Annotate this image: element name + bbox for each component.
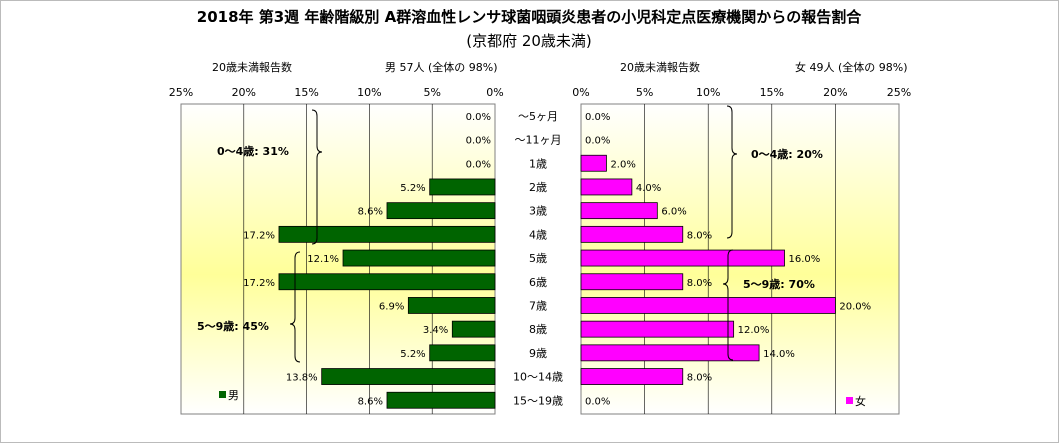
female-data-label: 6.0%	[661, 207, 686, 218]
male-bars: 0.0% 0.0% 0.0% 5.2% 8.6% 17.2% 12.1% 17.2% 6.9% 3…	[243, 112, 496, 409]
male-data-label: 0.0%	[466, 159, 491, 170]
male-data-label: 5.2%	[400, 349, 425, 360]
female-bar	[580, 178, 633, 196]
male-tick-label: 20%	[232, 86, 256, 99]
female-tick-label: 25%	[887, 86, 911, 99]
female-data-label: 12.0%	[738, 325, 770, 336]
male-annotation-5-9: 5～9歳: 45%	[197, 319, 269, 333]
female-data-label: 0.0%	[585, 396, 610, 407]
female-bar	[580, 249, 785, 267]
chart-subtitle: (京都府 20歳未満)	[466, 32, 592, 50]
male-data-label: 6.9%	[379, 301, 404, 312]
male-header-total: 男 57人 (全体の 98%)	[385, 60, 498, 74]
male-bar	[342, 249, 496, 267]
female-annotation-0-4: 0～4歳: 20%	[751, 147, 823, 161]
male-tick-label: 25%	[169, 86, 193, 99]
age-category-label: 1歳	[529, 157, 547, 170]
age-category-label: 6歳	[529, 276, 547, 289]
male-tick-label: 0%	[486, 86, 503, 99]
age-category-label: 8歳	[529, 323, 547, 336]
female-data-label: 20.0%	[839, 301, 871, 312]
age-category-labels: ～5ヶ月 ～11ヶ月 1歳 2歳 3歳 4歳 5歳 6歳 7歳 8歳 9歳 10～14歳 15～19歳	[513, 110, 563, 407]
age-category-label: 10～14歳	[513, 371, 563, 384]
female-tick-label: 5%	[636, 86, 653, 99]
male-bar	[386, 202, 496, 220]
male-bar	[278, 273, 496, 291]
female-tick-labels: 0% 5% 10% 15% 20% 25%	[572, 86, 911, 99]
female-bar	[580, 273, 684, 291]
female-data-label: 8.0%	[687, 373, 712, 384]
male-legend-swatch	[219, 391, 226, 398]
male-brace-5-9	[289, 251, 301, 363]
male-bar	[321, 368, 496, 385]
male-data-label: 3.4%	[423, 325, 448, 336]
male-tick-label: 5%	[423, 86, 440, 99]
male-data-label: 17.2%	[243, 278, 275, 289]
female-brace-0-4	[726, 105, 738, 239]
age-category-label: ～5ヶ月	[518, 110, 558, 123]
female-bars: 0.0% 0.0% 2.0% 4.0% 6.0% 8.0% 16.0% 8.0% 20.0% 12…	[580, 112, 871, 407]
age-category-label: 7歳	[529, 299, 547, 312]
female-tick-label: 0%	[572, 86, 589, 99]
age-category-label: ～11ヶ月	[515, 134, 562, 147]
female-legend-label: 女	[855, 394, 866, 408]
male-bar	[407, 297, 496, 314]
male-data-label: 13.8%	[286, 373, 318, 384]
male-bar	[429, 344, 496, 362]
female-data-label: 0.0%	[585, 136, 610, 147]
age-category-label: 4歳	[529, 228, 547, 241]
male-data-label: 17.2%	[243, 230, 275, 241]
male-data-label: 5.2%	[400, 183, 425, 194]
female-bar	[580, 368, 684, 385]
female-bar	[580, 225, 684, 243]
female-data-label: 0.0%	[585, 112, 610, 123]
male-bar	[278, 225, 496, 243]
female-data-label: 14.0%	[763, 349, 795, 360]
male-annotation-0-4: 0～4歳: 31%	[217, 144, 289, 158]
male-header-count-label: 20歳未満報告数	[212, 61, 292, 74]
female-tick-label: 10%	[696, 86, 720, 99]
male-bar	[429, 178, 496, 196]
male-tick-labels: 25% 20% 15% 10% 5% 0%	[169, 86, 504, 99]
male-tick-label: 10%	[357, 86, 381, 99]
female-bar	[580, 202, 658, 220]
male-brace-0-4	[311, 109, 323, 245]
male-data-label: 8.6%	[358, 207, 383, 218]
male-bar	[451, 320, 496, 338]
female-header-count-label: 20歳未満報告数	[620, 61, 700, 74]
age-category-label: 5歳	[529, 252, 547, 265]
female-header-total: 女 49人 (全体の 98%)	[795, 60, 908, 74]
female-legend-swatch	[846, 397, 853, 404]
male-legend-label: 男	[228, 389, 239, 402]
male-data-label: 0.0%	[466, 136, 491, 147]
age-category-label: 3歳	[529, 205, 547, 218]
female-brace-5-9	[722, 249, 734, 361]
female-data-label: 4.0%	[636, 183, 661, 194]
female-annotation-5-9: 5～9歳: 70%	[743, 277, 815, 291]
female-tick-label: 15%	[760, 86, 784, 99]
female-bar	[580, 344, 760, 362]
male-data-label: 0.0%	[466, 112, 491, 123]
male-data-label: 8.6%	[358, 396, 383, 407]
age-category-label: 2歳	[529, 181, 547, 194]
female-data-label: 16.0%	[789, 254, 821, 265]
age-category-label: 9歳	[529, 347, 547, 360]
female-data-label: 8.0%	[687, 230, 712, 241]
female-tick-label: 20%	[823, 86, 847, 99]
age-category-label: 15～19歳	[513, 394, 563, 407]
female-data-label: 2.0%	[610, 159, 635, 170]
chart-title: 2018年 第3週 年齢階級別 A群溶血性レンサ球菌咽頭炎患者の小児科定点医療機…	[197, 8, 862, 26]
male-bar	[386, 391, 496, 409]
male-data-label: 12.1%	[307, 254, 339, 265]
female-bar	[580, 320, 735, 338]
male-tick-label: 15%	[294, 86, 318, 99]
female-data-label: 8.0%	[687, 278, 712, 289]
male-gridlines	[243, 104, 433, 414]
female-bar	[580, 154, 607, 172]
female-bar	[580, 297, 836, 314]
